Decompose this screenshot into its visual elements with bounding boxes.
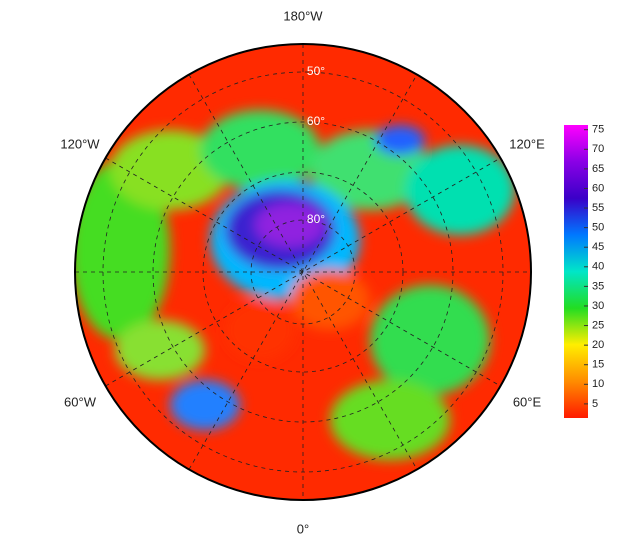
map-border xyxy=(74,43,532,501)
latitude-label: 80° xyxy=(307,212,325,226)
colorbar-tick-label: 40 xyxy=(592,261,604,273)
colorbar-tick-label: 35 xyxy=(592,280,604,292)
field-blobs xyxy=(75,110,515,460)
colorbar xyxy=(564,125,588,418)
longitude-label: 120°E xyxy=(509,136,545,151)
colorbar-tick-label: 75 xyxy=(592,124,604,136)
colorbar-tick-label: 25 xyxy=(592,319,604,331)
colorbar-tick-label: 20 xyxy=(592,339,604,351)
longitude-label: 120°W xyxy=(60,136,100,151)
colorbar-tick-label: 70 xyxy=(592,143,604,155)
longitude-label: 60°W xyxy=(64,394,97,409)
longitude-label: 180°W xyxy=(283,8,323,23)
data-field xyxy=(75,44,531,500)
latitude-label: 60° xyxy=(307,114,325,128)
colorbar-tick-label: 15 xyxy=(592,359,604,371)
colorbar-tick-label: 50 xyxy=(592,222,604,234)
colorbar-tick-label: 60 xyxy=(592,182,604,194)
colorbar-tick-label: 5 xyxy=(592,398,598,410)
colorbar-tick-label: 65 xyxy=(592,163,604,175)
latitude-label: 50° xyxy=(307,64,325,78)
colorbar-tick-label: 45 xyxy=(592,241,604,253)
colorbar-tick-label: 30 xyxy=(592,300,604,312)
meridian xyxy=(188,74,418,470)
graticule xyxy=(75,44,531,500)
colorbar-tick-label: 55 xyxy=(592,202,604,214)
longitude-label: 60°E xyxy=(513,394,542,409)
colorbar-tick-label: 10 xyxy=(592,378,604,390)
longitude-label: 0° xyxy=(297,521,309,536)
